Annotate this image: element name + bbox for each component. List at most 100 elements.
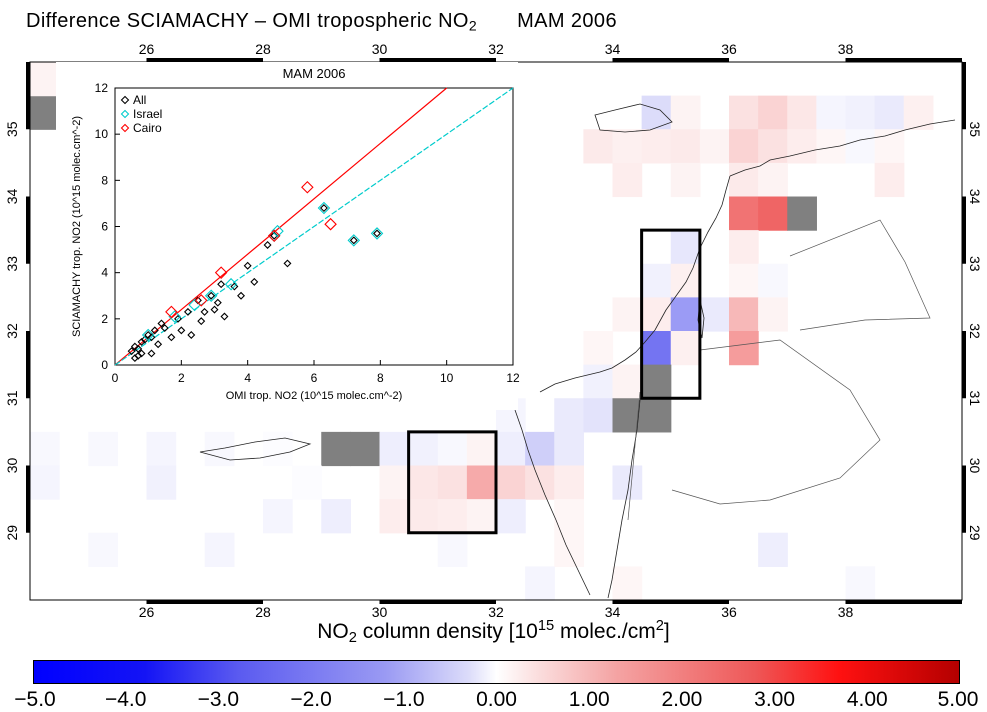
- lat-tick-label: 31: [967, 390, 983, 406]
- lon-tick-label: 26: [139, 604, 155, 620]
- y-tick-label: 0: [101, 358, 108, 372]
- point-all: [349, 236, 358, 245]
- point-cairo: [324, 217, 337, 231]
- point-all: [217, 280, 226, 289]
- lon-tick-label: 28: [255, 604, 271, 620]
- lat-tick-label: 32: [4, 323, 20, 339]
- grid-cell: [554, 499, 584, 534]
- frame-segment-bottom: [612, 600, 729, 604]
- point-all: [373, 229, 381, 238]
- grid-cell: [670, 263, 701, 298]
- colorbar-tick-label: 0.00: [476, 688, 517, 711]
- grid-cell: [525, 566, 555, 601]
- grid-cell: [525, 431, 555, 467]
- grid-cell: [641, 331, 672, 366]
- y-tick-label: 2: [101, 312, 108, 326]
- grid-cell: [379, 499, 410, 534]
- lon-tick-label: 34: [605, 604, 621, 620]
- x-tick-label: 0: [112, 371, 119, 385]
- grid-cell: [30, 431, 60, 467]
- border-jordan: [671, 339, 881, 505]
- grid-cell: [729, 297, 759, 332]
- grid-cell: [263, 431, 293, 467]
- x-tick-label: 2: [178, 371, 185, 385]
- grid-cell: [699, 297, 730, 332]
- grid-cell: [641, 297, 672, 332]
- lon-tick-label: 34: [605, 41, 621, 57]
- point-all: [147, 349, 156, 358]
- grid-cell: [437, 532, 468, 567]
- grid-cell: [729, 95, 759, 130]
- point-israel: [347, 234, 361, 247]
- grid-cell: [874, 162, 905, 198]
- grid-cell: [670, 230, 701, 265]
- point-all: [177, 326, 186, 335]
- colorbar-tick-label: 5.00: [937, 688, 979, 711]
- fit-line-cairo: [114, 87, 448, 366]
- grid-cell: [758, 532, 788, 567]
- grid-cell: [729, 230, 759, 265]
- lon-tick-label: 30: [372, 604, 388, 620]
- grid-cell: [554, 431, 584, 467]
- point-cairo: [214, 266, 228, 279]
- lat-tick-label: 35: [967, 121, 983, 137]
- grid-cell: [466, 431, 497, 467]
- lat-tick-label: 33: [967, 256, 983, 272]
- grid-cell: [729, 263, 759, 298]
- point-israel: [224, 277, 238, 291]
- lat-tick-label: 34: [967, 189, 983, 205]
- map-frame: [26, 58, 966, 604]
- grid-cell: [758, 129, 788, 164]
- point-cairo: [165, 305, 178, 319]
- point-cairo: [267, 229, 281, 243]
- colorbar-tick-label: −1.0: [383, 688, 425, 711]
- colorbar-tick-label: −2.0: [290, 688, 332, 711]
- border-egypt: [627, 391, 641, 521]
- grid-cell: [787, 95, 817, 130]
- point-israel: [271, 224, 284, 238]
- x-tick-label: 10: [440, 371, 454, 385]
- point-all: [127, 347, 136, 356]
- lat-tick-label: 29: [4, 525, 20, 541]
- grid-cell: [845, 95, 876, 130]
- grid-cell: [874, 95, 905, 130]
- point-israel: [168, 310, 181, 323]
- lat-tick-label: 29: [967, 525, 983, 541]
- frame-segment-left: [26, 62, 30, 130]
- lon-tick-label: 36: [721, 604, 737, 620]
- frame-segment-right: [962, 465, 966, 533]
- legend-marker-cairo: [120, 123, 130, 133]
- grid-cell: [408, 465, 439, 500]
- y-tick-label: 12: [95, 81, 109, 95]
- point-all: [283, 259, 292, 268]
- grid-cell: [612, 297, 643, 332]
- point-all: [160, 324, 169, 333]
- frame-segment-left: [26, 331, 30, 399]
- frame-segment-top: [845, 58, 962, 62]
- point-israel: [141, 328, 155, 342]
- point-all: [130, 342, 139, 351]
- grid-cell: [641, 398, 672, 433]
- grid-cell: [816, 95, 847, 130]
- grid-cell: [30, 95, 60, 130]
- grid-cell: [146, 431, 177, 467]
- grid-cell: [321, 499, 351, 534]
- point-all: [144, 331, 153, 339]
- lon-tick-labels-bottom: 26 28 30 32 34 36 38: [139, 604, 854, 620]
- lat-tick-label: 33: [4, 256, 20, 272]
- x-tick-label: 4: [244, 371, 251, 385]
- grid-cell: [350, 431, 381, 467]
- grid-cell: [554, 532, 584, 567]
- coastline-levant: [644, 175, 731, 343]
- lon-tick-label: 32: [488, 604, 504, 620]
- grid-cell: [670, 95, 701, 130]
- lon-tick-labels-top: 26 28 30 32 34 36 38: [139, 41, 854, 57]
- grid-cell: [641, 129, 672, 164]
- border-syria: [789, 219, 931, 331]
- grid-cell: [670, 297, 701, 332]
- lon-tick-label: 26: [139, 41, 155, 57]
- grid-cell: [466, 499, 497, 534]
- point-israel: [370, 227, 384, 240]
- point-all: [237, 291, 246, 300]
